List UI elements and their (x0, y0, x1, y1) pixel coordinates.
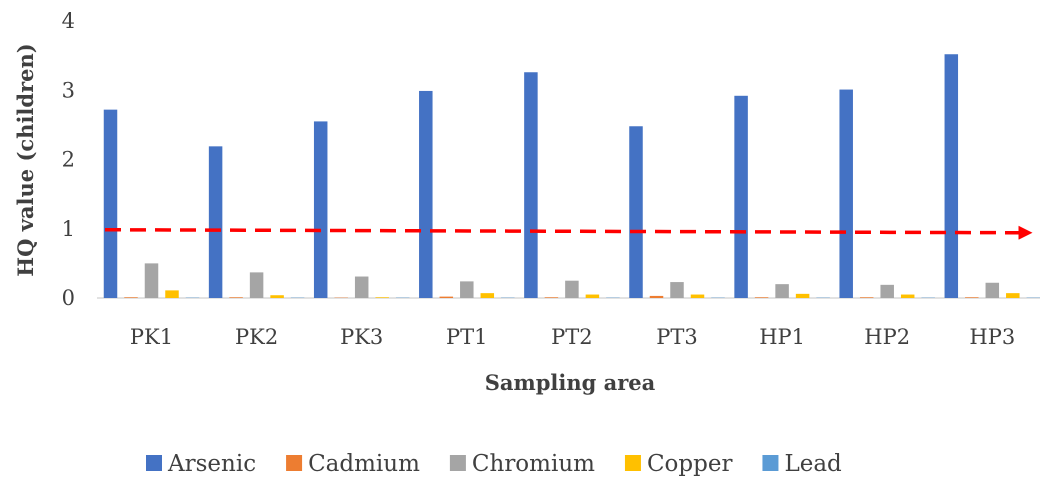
bar-chromium-hp1 (775, 284, 789, 298)
bar-copper-pt2 (585, 294, 600, 298)
bar-cadmium-pt1 (439, 296, 454, 298)
bar-chromium-hp3 (985, 282, 1000, 298)
legend-swatch-chromium (449, 455, 466, 471)
bar-cadmium-pt3 (649, 295, 664, 298)
x-tick-label: HP3 (969, 325, 1015, 349)
legend-label-chromium: Chromium (472, 451, 595, 477)
y-tick-label: 0 (62, 286, 75, 310)
bar-chromium-pt2 (565, 280, 579, 298)
y-tick-label: 4 (62, 9, 75, 33)
legend-swatch-lead (762, 455, 779, 471)
x-tick-label: PK3 (340, 325, 383, 349)
bar-chromium-hp2 (880, 284, 894, 298)
bar-arsenic-hp2 (839, 89, 853, 298)
y-tick-label: 1 (62, 217, 75, 241)
x-tick-label: PK1 (130, 325, 173, 349)
bar-arsenic-pk2 (208, 146, 223, 298)
bar-copper-hp3 (1006, 293, 1020, 298)
x-tick-label: PT2 (551, 325, 593, 349)
bar-cadmium-pk2 (229, 297, 243, 298)
bar-chromium-pk1 (144, 263, 159, 299)
bar-copper-pt1 (480, 293, 495, 298)
y-tick-label: 2 (62, 148, 75, 172)
bar-arsenic-hp3 (944, 54, 959, 298)
bar-arsenic-pt3 (629, 126, 643, 298)
bar-chromium-pt3 (670, 282, 684, 298)
x-tick-label: HP1 (759, 325, 805, 349)
bar-arsenic-pt1 (419, 90, 433, 298)
legend-label-cadmium: Cadmium (308, 451, 420, 477)
legend-label-lead: Lead (784, 451, 842, 477)
legend-label-copper: Copper (647, 451, 733, 477)
bar-chromium-pt1 (460, 281, 474, 298)
bar-copper-pk1 (165, 290, 179, 298)
y-tick-label: 3 (62, 78, 75, 102)
threshold-line (104, 225, 1033, 240)
bar-copper-hp1 (795, 293, 810, 298)
bar-arsenic-pt2 (524, 72, 538, 298)
bar-copper-hp2 (900, 294, 915, 298)
legend-swatch-copper (624, 455, 641, 471)
x-axis-ticks: PK1 PK2 PK3 PT1 PT2 PT3 HP1 HP2 HP3 (130, 325, 1015, 349)
bar-arsenic-pk3 (313, 121, 328, 298)
bar-cadmium-hp1 (754, 297, 769, 298)
x-axis-title: Sampling area (485, 370, 656, 395)
y-axis-ticks: 0 1 2 3 4 (62, 9, 75, 310)
bar-arsenic-hp1 (734, 95, 748, 298)
x-tick-label: PT3 (656, 325, 698, 349)
threshold-dashed-arrow (104, 225, 1033, 240)
legend-swatch-arsenic (146, 455, 162, 471)
legend: Arsenic Cadmium Chromium Copper Lead (146, 451, 842, 477)
bar-chromium-pk2 (249, 272, 264, 298)
x-tick-label: PK2 (235, 325, 278, 349)
legend-swatch-cadmium (286, 455, 303, 471)
bar-cadmium-pk1 (124, 297, 138, 298)
x-tick-label: HP2 (864, 325, 910, 349)
bar-copper-pk3 (375, 297, 389, 298)
bar-cadmium-hp2 (859, 297, 874, 298)
bar-copper-pt3 (690, 294, 705, 298)
bar-chromium-pk3 (354, 276, 369, 298)
bar-cadmium-hp3 (965, 297, 979, 298)
x-tick-label: PT1 (446, 325, 488, 349)
bar-copper-pk2 (270, 295, 284, 298)
bar-cadmium-pt2 (544, 297, 559, 298)
bar-arsenic-pk1 (103, 109, 118, 298)
bars-group (103, 54, 1040, 299)
y-axis-title: HQ value (children) (13, 43, 38, 276)
legend-label-arsenic: Arsenic (167, 451, 256, 477)
